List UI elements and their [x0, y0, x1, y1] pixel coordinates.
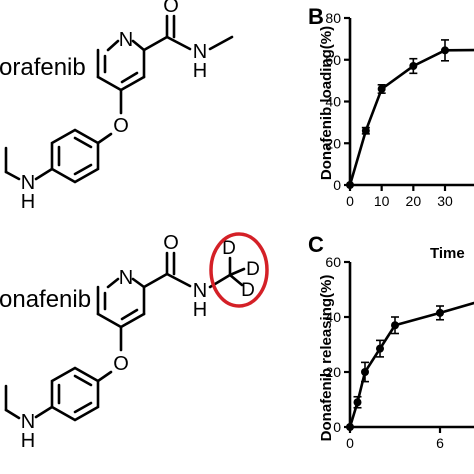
benzene-ring	[50, 366, 100, 422]
atom-H-urea: H	[21, 430, 35, 452]
deuterium-highlight-circle	[209, 232, 269, 308]
atom-H-amide: H	[193, 60, 207, 82]
chart-b-x-tick-label: 0	[346, 193, 354, 209]
atom-D-1: D	[222, 238, 236, 259]
atom-D-2: D	[246, 259, 260, 280]
atom-N-urea: N	[21, 411, 35, 433]
atom-N-amide: N	[193, 280, 207, 302]
panel-label-b: B	[308, 4, 324, 29]
chart-b-y-tick-label: 40	[325, 94, 341, 110]
chart-c-data-point	[361, 368, 369, 376]
atom-O-ether: O	[113, 353, 129, 375]
chart-b-y-tick-label: 60	[325, 52, 341, 68]
chart-b-series-line	[348, 48, 474, 186]
molecule-name-label: onafenib	[0, 286, 91, 313]
chart-c-plot-area: 0 20 40 60 0 6	[325, 254, 474, 451]
atom-O-carbonyl: O	[163, 232, 179, 254]
chart-c-y-tick-label: 20	[325, 364, 341, 380]
chart-b-y-tick-label: 0	[333, 177, 341, 193]
atom-O-ether: O	[113, 115, 129, 137]
chart-b-data-point	[409, 62, 418, 71]
chart-b-x-axis-label: Time	[430, 245, 465, 262]
chart-c-data-point	[353, 398, 362, 407]
molecule-donafenib: onafenib N O N H D D D O	[0, 232, 269, 452]
chart-b-y-tick-label: 80	[325, 10, 341, 26]
chart-c-y-axis-label: Donafenib releasing(%)	[318, 275, 335, 442]
chart-b-x-tick-label: 30	[437, 193, 453, 209]
chart-c-series-line	[348, 301, 474, 428]
chart-c-data-point	[346, 423, 354, 431]
atom-N-ring: N	[119, 29, 133, 51]
pyridine-ring	[96, 277, 146, 329]
atom-N-urea: N	[21, 172, 35, 194]
benzene-ring	[50, 128, 100, 184]
chart-b-y-axis-label: Donafenib loading(%)	[318, 26, 335, 180]
chart-b-x-tick-label: 10	[374, 193, 390, 209]
chart-b-plot-area: 0 20 40 60 80 0 10 20 30	[325, 10, 474, 209]
chart-c-y-tick-label: 60	[325, 254, 341, 270]
chart-c-y-tick-label: 0	[333, 419, 341, 435]
chart-b-data-point	[361, 126, 370, 135]
pyridine-ring	[96, 39, 146, 92]
chart-c-data-point	[391, 321, 399, 330]
molecule-sorafenib: orafenib N O N H O	[0, 0, 234, 213]
chart-c-x-tick-label: 0	[346, 435, 354, 451]
chart-c-data-point	[376, 344, 384, 353]
atom-O-carbonyl: O	[163, 0, 179, 17]
atom-N-ring: N	[119, 267, 133, 289]
atom-H-amide: H	[193, 299, 207, 321]
atom-H-urea: H	[21, 191, 35, 213]
atom-D-3: D	[241, 280, 255, 301]
chart-c-data-point	[436, 308, 444, 317]
chart-b-x-tick-label: 20	[406, 193, 422, 209]
chart-c-y-tick-label: 40	[325, 309, 341, 325]
chart-c-x-tick-label: 6	[436, 435, 444, 451]
chart-c: C 0 20 40 60 0 6 Donafenib releasing(%)	[308, 232, 474, 451]
chart-b-data-point	[441, 46, 449, 55]
chart-b-data-point	[346, 181, 354, 189]
chart-b-y-tick-label: 20	[325, 135, 341, 151]
atom-N-amide: N	[193, 41, 207, 63]
molecule-name-label: orafenib	[0, 54, 86, 81]
chart-b-data-point	[377, 84, 386, 93]
panel-label-c: C	[308, 232, 324, 257]
